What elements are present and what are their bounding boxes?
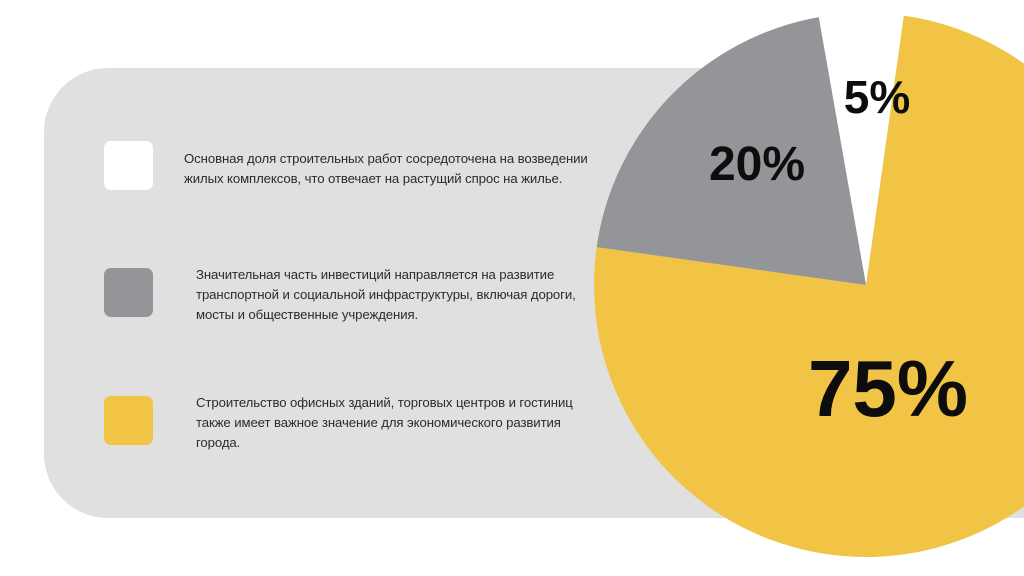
legend-line: города.	[196, 435, 241, 450]
pie-slice-20	[596, 17, 866, 285]
pie-slice-75	[594, 15, 1024, 557]
legend-line: также имеет важное значение для экономич…	[196, 415, 561, 430]
pie-label-75: 75%	[808, 344, 968, 433]
legend-line: жилых комплексов, что отвечает на растущ…	[184, 171, 563, 186]
legend-swatch-gray	[104, 268, 153, 317]
legend-text-infrastructure: Значительная часть инвестиций направляет…	[196, 265, 576, 325]
legend-swatch-white	[104, 141, 153, 190]
legend-line: транспортной и социальной инфраструктуры…	[196, 287, 576, 302]
legend-line: Строительство офисных зданий, торговых ц…	[196, 395, 573, 410]
pie-slice-5	[818, 13, 904, 285]
legend-text-residential: Основная доля строительных работ сосредо…	[184, 149, 588, 189]
legend-swatch-yellow	[104, 396, 153, 445]
legend-line: Значительная часть инвестиций направляет…	[196, 267, 555, 282]
pie-label-5: 5%	[844, 71, 910, 123]
legend-line: мосты и общественные учреждения.	[196, 307, 419, 322]
pie-label-20: 20%	[709, 138, 805, 191]
legend-line: Основная доля строительных работ сосредо…	[184, 151, 588, 166]
legend-text-commercial: Строительство офисных зданий, торговых ц…	[196, 393, 573, 453]
